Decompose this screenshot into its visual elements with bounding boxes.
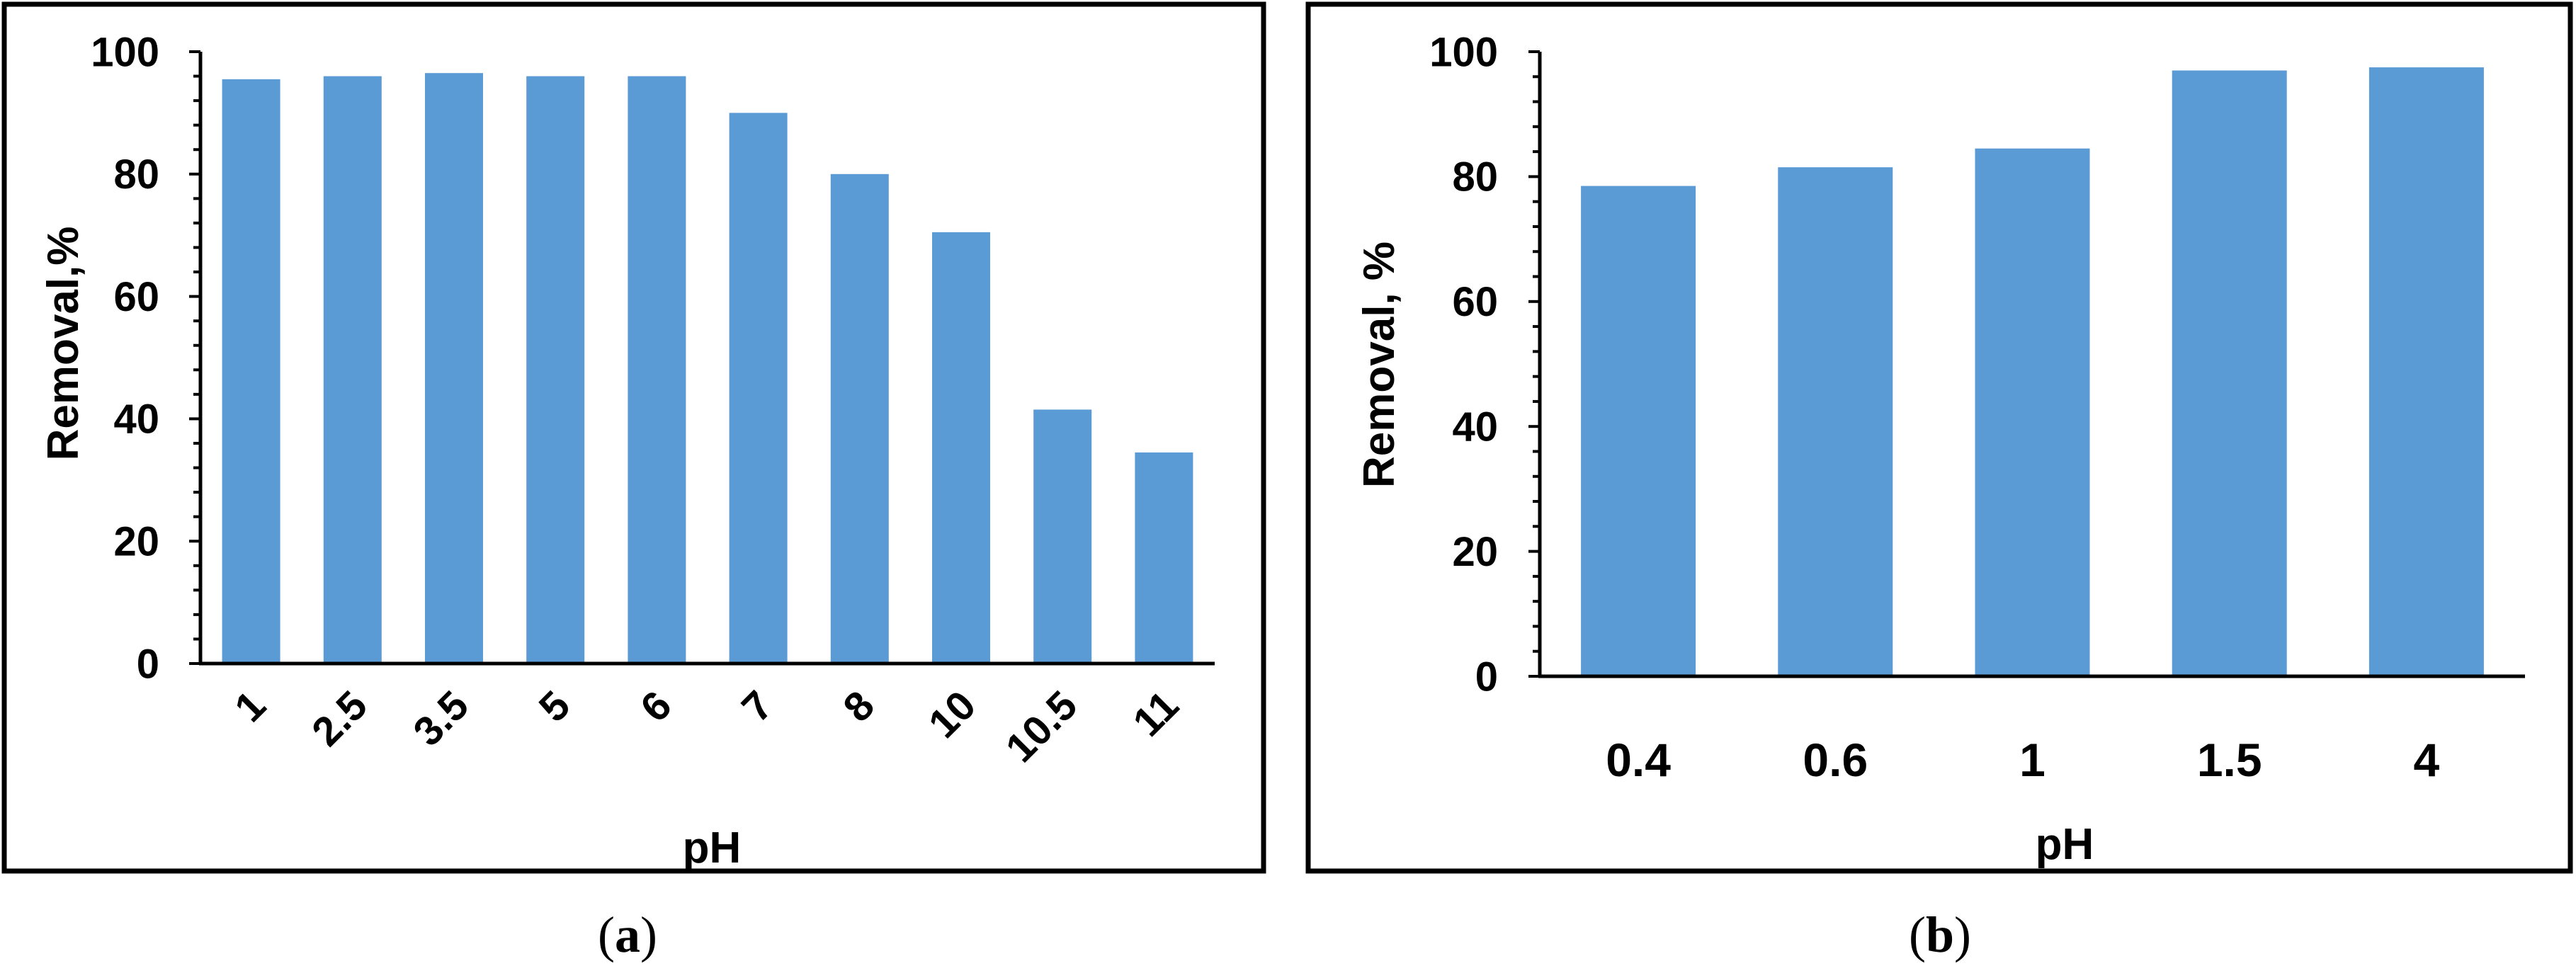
panel-a-bar-10 (932, 232, 990, 664)
panel-b-y-tick-label: 20 (1452, 529, 1498, 575)
panel-b-y-tick-labels: 0 20 40 60 80 100 (1429, 29, 1498, 700)
panel-b-x-tick-label: 0.4 (1606, 734, 1671, 786)
panel-b-y-tick-label: 40 (1452, 404, 1498, 450)
panel-a-bar-1 (222, 79, 280, 664)
panel-b-y-tick-label: 0 (1475, 654, 1498, 700)
panel-b-bar-1.5 (2172, 70, 2287, 676)
panel-a-axes (189, 50, 1215, 666)
panel-a-bar-10.5 (1033, 409, 1092, 664)
panel-b-bar-0.6 (1778, 167, 1893, 676)
panel-b-x-tick-label: 4 (2414, 734, 2440, 786)
panel-a-y-tick-label: 60 (113, 274, 159, 320)
panel-a-bar-7 (729, 113, 788, 664)
panel-a-bar-5 (526, 76, 585, 664)
panel-a-bar-11 (1135, 452, 1193, 664)
panel-b-axes (1528, 50, 2525, 678)
panel-b-bar-4 (2368, 67, 2484, 677)
panel-a-x-axis-title: pH (683, 824, 742, 872)
panel-b-y-tick-label: 80 (1452, 154, 1498, 200)
panel-b-x-tick-label: 0.6 (1803, 734, 1868, 786)
panel-b-y-tick-label: 100 (1429, 29, 1498, 75)
panel-a-bars (222, 73, 1193, 664)
panel-a-bar-3.5 (425, 73, 483, 664)
panel-b-x-tick-labels: 0.4 0.6 1 1.5 4 (1606, 734, 2439, 786)
panel-b-y-axis-title: Removal, % (1355, 241, 1404, 488)
caption-b: (b) (1909, 906, 1971, 963)
panel-a-bar-8 (830, 173, 889, 664)
caption-a: (a) (598, 906, 657, 963)
panel-a-y-tick-label: 0 (137, 641, 159, 687)
panel-a-y-tick-label: 20 (113, 519, 159, 565)
panel-b-x-tick-label: 1.5 (2197, 734, 2262, 786)
panel-a-bar-6 (628, 76, 686, 664)
panel-b-y-tick-label: 60 (1452, 279, 1498, 325)
panel-b-bar-0.4 (1581, 186, 1696, 677)
chart-panel-b: 0 20 40 60 80 100 0.4 0.6 1 1.5 4 pH Removal, % (1305, 1, 2573, 874)
panel-a-bar-2.5 (323, 76, 382, 664)
panel-b-frame (1305, 1, 2573, 874)
panel-b-x-tick-label: 1 (2019, 734, 2046, 786)
panel-a-y-tick-label: 80 (113, 152, 159, 198)
panel-a-y-tick-label: 100 (91, 29, 159, 75)
panel-a-y-tick-labels: 0 20 40 60 80 100 (91, 29, 159, 687)
panel-b-bar-1 (1975, 148, 2090, 676)
panel-b-x-axis-title: pH (2036, 820, 2094, 869)
panel-a-y-tick-label: 40 (113, 397, 159, 443)
panel-a-y-axis-title: Removal,% (39, 227, 88, 461)
panel-b-bars (1581, 67, 2484, 677)
